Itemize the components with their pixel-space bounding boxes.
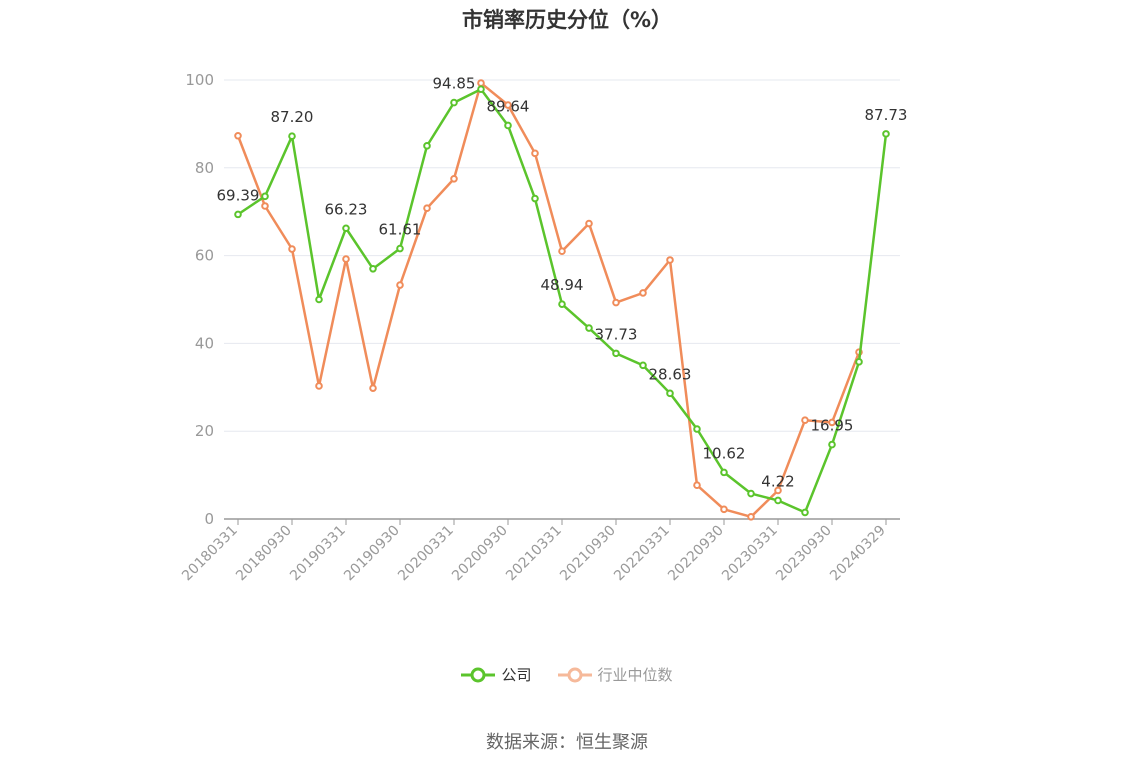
data-point-0 [720,468,728,477]
data-point-1 [720,505,728,514]
legend-item-industry[interactable]: 行业中位数 [557,664,673,685]
data-label: 87.73 [865,106,908,124]
data-point-0 [828,440,836,449]
data-point-0 [369,264,377,273]
legend: 公司 行业中位数 [0,664,1134,685]
x-tick-label: 20230331 [719,523,781,585]
data-point-1 [747,513,755,521]
x-tick-label: 20210331 [503,523,565,585]
data-point-0 [396,244,404,253]
data-point-0 [261,192,269,201]
data-point-0 [882,130,890,138]
data-label: 66.23 [325,200,368,218]
data-point-1 [666,256,674,264]
data-point-1 [423,204,431,212]
data-point-1 [531,149,539,158]
data-point-0 [531,194,539,203]
data-point-1 [315,382,323,390]
data-point-1 [450,174,458,183]
data-point-0 [504,121,512,130]
data-label: 69.39 [217,186,260,204]
x-tick-label: 20220331 [611,523,673,585]
x-tick-label: 20220930 [665,523,727,585]
data-point-1 [477,79,485,87]
data-label: 37.73 [595,325,638,343]
data-point-1 [585,219,593,228]
data-label: 28.63 [649,365,692,383]
data-point-1 [234,131,242,140]
data-label: 61.61 [379,221,422,239]
y-tick-label: 0 [204,510,214,528]
data-point-1 [288,245,296,253]
data-point-1 [261,202,269,210]
data-point-1 [828,418,836,427]
data-point-0 [342,224,350,233]
data-point-0 [747,489,755,498]
data-label: 94.85 [433,75,476,93]
x-tick-label: 20200331 [395,523,457,585]
data-point-1 [639,289,647,297]
data-point-0 [855,358,863,366]
x-tick-label: 20180930 [233,523,295,585]
series-line-1 [236,81,861,519]
data-labels: 69.39 87.20 66.23 61.61 94.85 89.64 48.94 37.73… [217,75,908,491]
data-label: 4.22 [761,472,794,490]
x-tick-label: 20180331 [179,523,241,585]
data-point-0 [666,389,674,398]
x-tick-label: 20200930 [449,523,511,585]
grid-lines [224,79,900,432]
data-point-0 [585,324,593,332]
legend-industry-label: 行业中位数 [597,666,673,684]
data-label: 10.62 [703,444,746,462]
y-tick-label: 20 [195,422,214,440]
x-tick-label: 20240329 [827,523,889,585]
legend-item-company[interactable]: 公司 [461,664,532,685]
data-point-0 [774,496,782,505]
data-point-1 [504,101,512,109]
data-point-0 [477,85,485,94]
data-point-0 [423,142,431,150]
data-point-1 [612,298,620,307]
x-tick-label: 20190930 [341,523,403,585]
data-label: 16.95 [811,417,854,435]
data-point-0 [315,295,323,304]
y-tick-label: 100 [185,71,214,89]
chart-title: 市销率历史分位（%） [461,8,673,32]
data-point-0 [693,425,701,433]
data-label: 48.94 [541,276,584,294]
data-point-1 [342,255,350,263]
y-tick-label: 80 [195,159,214,177]
x-tick-label: 20210930 [557,523,619,585]
data-point-0 [639,361,647,370]
data-label: 89.64 [487,97,530,115]
y-tick-label: 40 [195,334,214,352]
data-point-0 [288,132,296,140]
data-point-0 [801,508,809,517]
data-point-0 [612,349,620,358]
data-point-1 [774,486,782,495]
data-point-0 [558,300,566,308]
x-tick-label: 20230930 [773,523,835,585]
data-label: 87.20 [271,108,314,126]
data-point-1 [693,481,701,489]
legend-company-label: 公司 [501,666,532,684]
x-tick-label: 20190331 [287,523,349,585]
series-lines [234,79,890,521]
data-source: 数据来源：恒生聚源 [486,732,648,753]
data-point-0 [234,210,242,219]
legend-industry-marker [557,667,592,682]
y-tick-label: 60 [195,247,214,265]
legend-company-marker [461,667,496,682]
data-point-0 [450,98,458,107]
data-point-1 [396,281,404,289]
data-point-1 [369,384,377,392]
data-point-1 [558,247,566,256]
data-point-1 [801,416,809,425]
